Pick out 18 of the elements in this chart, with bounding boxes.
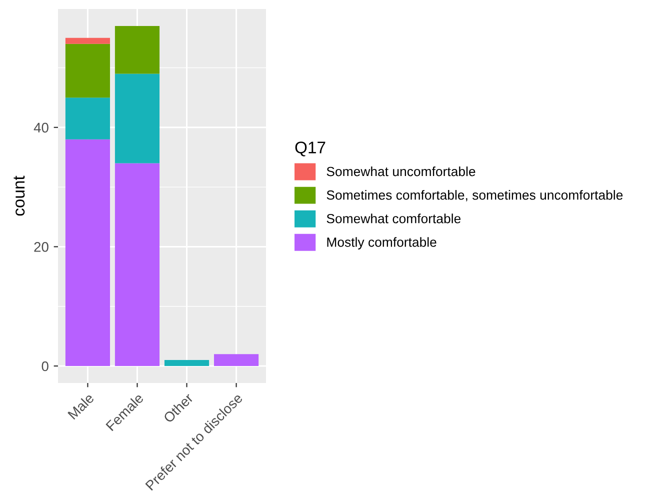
bar <box>114 26 160 74</box>
bar <box>65 139 110 366</box>
y-tick-label: 40 <box>34 122 48 133</box>
bar <box>114 163 160 366</box>
bar <box>114 74 160 164</box>
y-tick-label: 20 <box>34 242 48 252</box>
legend-label: Mostly comfortable <box>327 237 436 250</box>
bar <box>65 44 110 98</box>
bar <box>65 38 110 44</box>
y-axis-title: count <box>14 176 25 216</box>
legend-title: Q17 <box>295 142 326 156</box>
bar <box>214 354 259 366</box>
legend-label: Somewhat comfortable <box>326 214 461 224</box>
legend-label: Sometimes comfortable, sometimes uncomfortable <box>326 190 623 202</box>
y-tick-label: 0 <box>42 361 48 372</box>
legend-label: Somewhat uncomfortable <box>326 166 476 176</box>
bar <box>65 98 110 140</box>
bar <box>164 360 210 366</box>
